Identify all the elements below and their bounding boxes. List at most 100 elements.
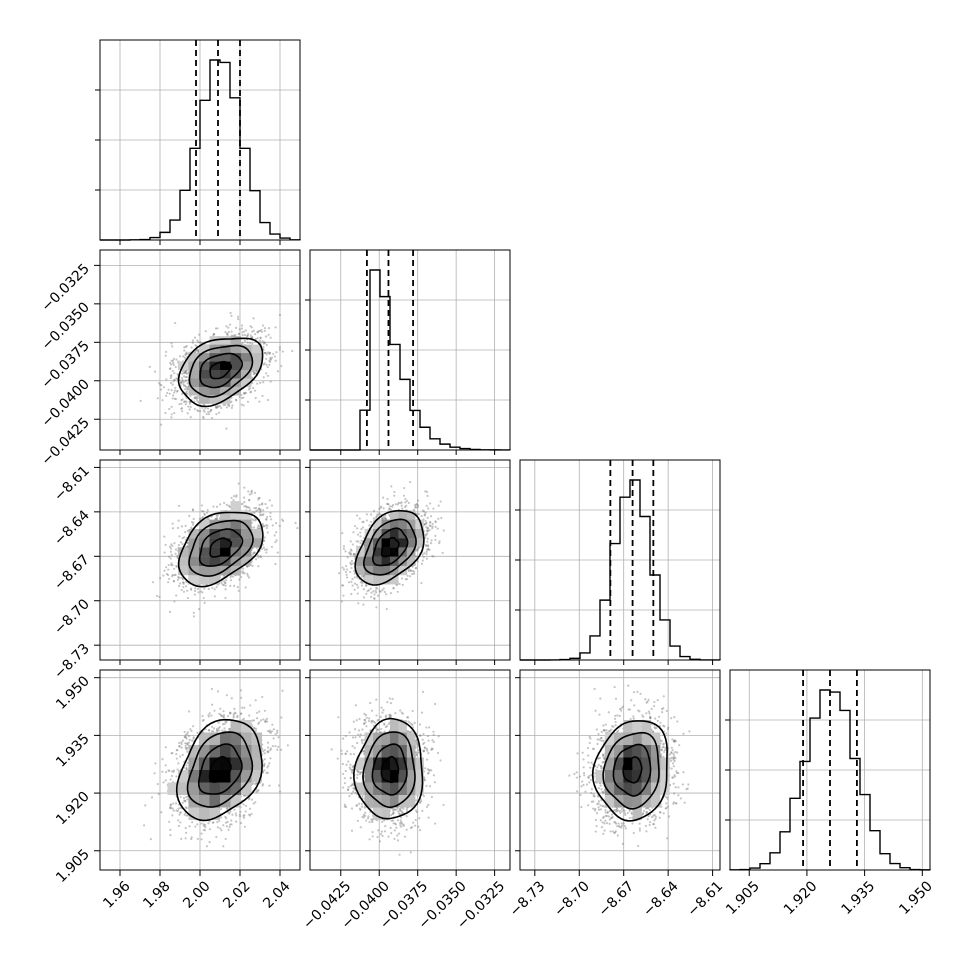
scatter-point: [170, 562, 173, 565]
scatter-point: [183, 349, 186, 352]
density-cell: [188, 353, 199, 362]
scatter-point: [224, 588, 227, 591]
hist-step-1: [310, 269, 511, 451]
scatter-point: [155, 594, 159, 598]
scatter-point: [265, 526, 268, 530]
scatter-point: [250, 390, 253, 393]
hist-step-2: [520, 479, 721, 661]
scatter-point: [183, 384, 186, 387]
scatter-point: [227, 504, 230, 507]
scatter-point: [182, 582, 185, 585]
scatter-point: [176, 554, 179, 557]
scatter-point: [203, 601, 206, 604]
scatter-point: [254, 558, 258, 561]
density-cell: [209, 378, 220, 387]
scatter-point: [174, 548, 178, 551]
scatter-point: [264, 351, 267, 354]
scatter-point: [169, 557, 172, 560]
scatter-point: [236, 315, 240, 318]
scatter-point: [244, 391, 247, 395]
scatter-point: [180, 576, 183, 579]
scatter-point: [238, 395, 241, 398]
scatter-point: [169, 550, 173, 553]
scatter-point: [224, 330, 227, 334]
scatter-point: [184, 370, 187, 373]
scatter-point: [244, 504, 247, 508]
density-cell: [220, 386, 231, 396]
scatter-panel-2-0: [99, 459, 301, 661]
density-cell: [199, 386, 210, 396]
scatter-point: [268, 359, 271, 362]
density-cell: [209, 353, 220, 362]
scatter-point: [186, 545, 189, 548]
scatter-point: [238, 328, 241, 331]
scatter-point: [243, 392, 246, 395]
scatter-point: [276, 551, 279, 554]
scatter-point: [265, 363, 268, 366]
scatter-point: [263, 536, 266, 539]
scatter-point: [169, 547, 173, 550]
scatter-point: [269, 336, 272, 339]
hist-frame-1: [309, 249, 511, 451]
scatter-point: [291, 349, 294, 353]
scatter-point: [266, 531, 269, 534]
scatter-point: [257, 556, 260, 559]
scatter-point: [172, 363, 175, 366]
scatter-point: [224, 582, 227, 585]
scatter-point: [174, 321, 177, 325]
scatter-point: [242, 330, 245, 333]
scatter-point: [183, 356, 186, 359]
scatter-point: [281, 350, 284, 353]
scatter-point: [236, 586, 240, 589]
scatter-point: [254, 337, 257, 341]
scatter-point: [180, 377, 183, 380]
scatter-point: [172, 579, 175, 583]
density-cell: [220, 378, 231, 387]
scatter-point: [170, 389, 173, 392]
scatter-point: [269, 511, 272, 515]
scatter-point: [259, 554, 262, 558]
scatter-point: [178, 535, 181, 538]
scatter-point: [204, 407, 207, 410]
scatter-point: [185, 400, 188, 403]
scatter-point: [232, 495, 236, 498]
scatter-point: [174, 573, 177, 576]
density-cell: [251, 353, 262, 362]
scatter-point: [265, 353, 268, 356]
scatter-point: [188, 408, 191, 411]
scatter-point: [194, 344, 197, 347]
scatter-point: [171, 345, 174, 348]
scatter-point: [278, 524, 281, 528]
scatter-point: [240, 403, 243, 406]
scatter-point: [243, 572, 246, 575]
scatter-point: [252, 551, 255, 555]
scatter-point: [173, 397, 176, 400]
scatter-point: [198, 517, 202, 520]
scatter-point: [172, 580, 176, 583]
scatter-point: [186, 412, 189, 415]
scatter-point: [171, 369, 174, 373]
scatter-point: [273, 534, 276, 537]
scatter-point: [264, 335, 268, 338]
scatter-point: [252, 519, 255, 522]
scatter-point: [262, 341, 266, 344]
scatter-point: [184, 379, 187, 382]
scatter-point: [191, 341, 194, 344]
scatter-point: [193, 397, 196, 400]
scatter-point: [230, 330, 233, 333]
scatter-point: [219, 503, 222, 506]
scatter-point: [268, 352, 271, 355]
density-cell: [199, 353, 210, 362]
density-cell: [220, 336, 231, 345]
density-cell: [199, 395, 210, 404]
scatter-point: [159, 383, 162, 386]
scatter-point: [259, 381, 262, 384]
scatter-point: [188, 400, 191, 404]
scatter-point: [214, 327, 218, 330]
scatter-point: [186, 589, 189, 592]
scatter-point: [227, 326, 230, 329]
scatter-point: [184, 376, 187, 379]
scatter-point: [178, 584, 181, 588]
scatter-point: [257, 565, 260, 568]
scatter-point: [241, 334, 244, 337]
